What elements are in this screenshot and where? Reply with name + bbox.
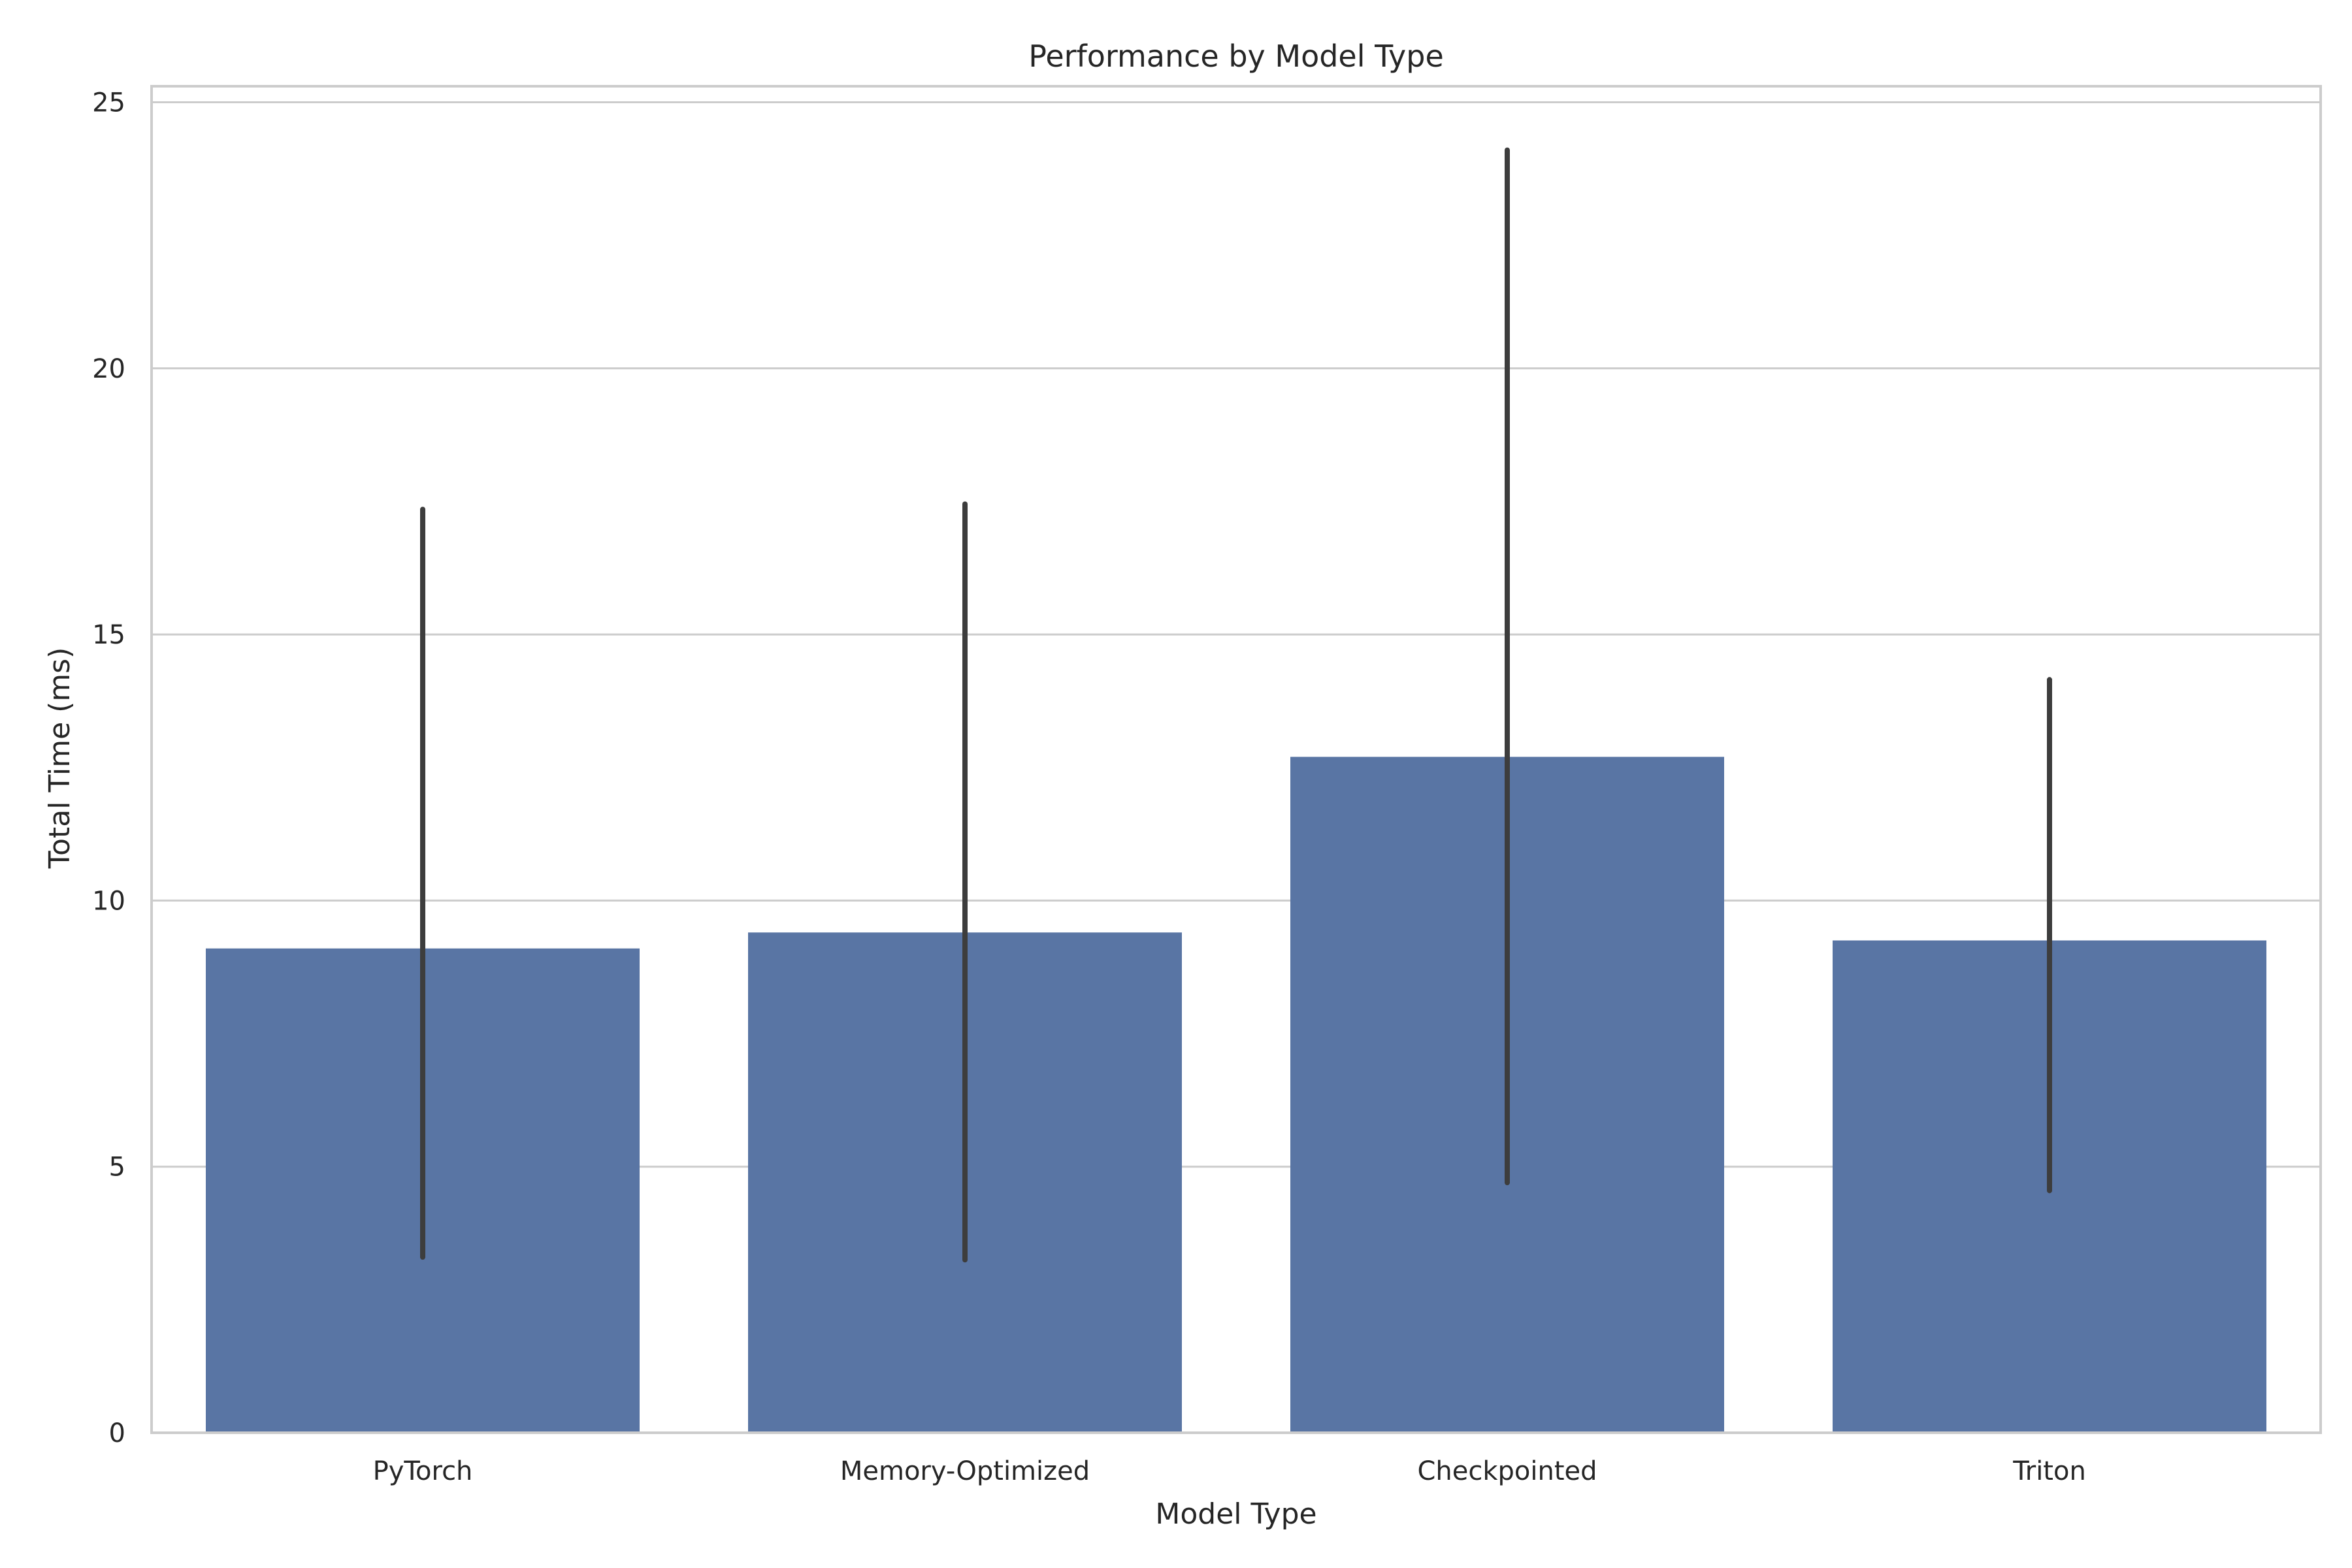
- x-tick-labels: PyTorch Memory-Optimized Checkpointed Trito…: [373, 1456, 2086, 1486]
- y-tick-label: 25: [92, 88, 125, 118]
- error-bars: [420, 147, 2052, 1263]
- chart-title: Performance by Model Type: [1028, 39, 1444, 74]
- x-tick-label: PyTorch: [373, 1456, 473, 1486]
- x-tick-label: Memory-Optimized: [840, 1456, 1090, 1486]
- y-tick-label: 15: [92, 620, 125, 650]
- x-tick-label: Checkpointed: [1417, 1456, 1597, 1486]
- x-axis-label: Model Type: [1155, 1497, 1316, 1531]
- y-tick-label: 5: [109, 1152, 125, 1183]
- plot-frame: [150, 85, 2322, 1434]
- y-tick-label: 20: [92, 354, 125, 384]
- y-axis-label: Total Time (ms): [43, 647, 76, 870]
- y-tick-label: 10: [92, 886, 125, 916]
- y-tick-label: 0: [109, 1418, 125, 1448]
- x-tick-label: Triton: [2012, 1456, 2086, 1486]
- y-tick-labels: 0 5 10 15 20 25: [92, 88, 125, 1448]
- bars: [206, 757, 2266, 1433]
